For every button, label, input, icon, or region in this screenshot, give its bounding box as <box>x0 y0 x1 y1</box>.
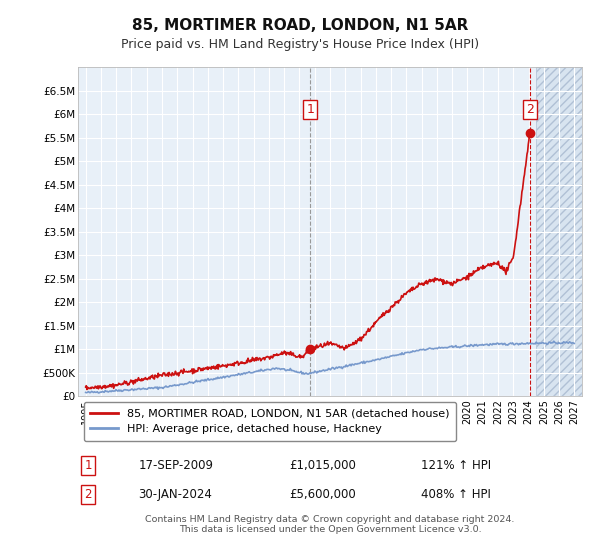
Text: Contains HM Land Registry data © Crown copyright and database right 2024.
This d: Contains HM Land Registry data © Crown c… <box>145 515 515 534</box>
Text: 1: 1 <box>85 459 92 473</box>
Text: 1: 1 <box>307 103 314 116</box>
Text: £1,015,000: £1,015,000 <box>290 459 356 473</box>
Text: 85, MORTIMER ROAD, LONDON, N1 5AR: 85, MORTIMER ROAD, LONDON, N1 5AR <box>132 18 468 32</box>
Text: 408% ↑ HPI: 408% ↑ HPI <box>421 488 491 501</box>
Text: 30-JAN-2024: 30-JAN-2024 <box>139 488 212 501</box>
Text: £5,600,000: £5,600,000 <box>290 488 356 501</box>
Bar <box>536 67 582 396</box>
Text: 17-SEP-2009: 17-SEP-2009 <box>139 459 214 473</box>
Legend: 85, MORTIMER ROAD, LONDON, N1 5AR (detached house), HPI: Average price, detached: 85, MORTIMER ROAD, LONDON, N1 5AR (detac… <box>83 402 456 441</box>
Text: 121% ↑ HPI: 121% ↑ HPI <box>421 459 491 473</box>
Text: 2: 2 <box>85 488 92 501</box>
Text: 2: 2 <box>526 103 534 116</box>
Text: Price paid vs. HM Land Registry's House Price Index (HPI): Price paid vs. HM Land Registry's House … <box>121 38 479 52</box>
